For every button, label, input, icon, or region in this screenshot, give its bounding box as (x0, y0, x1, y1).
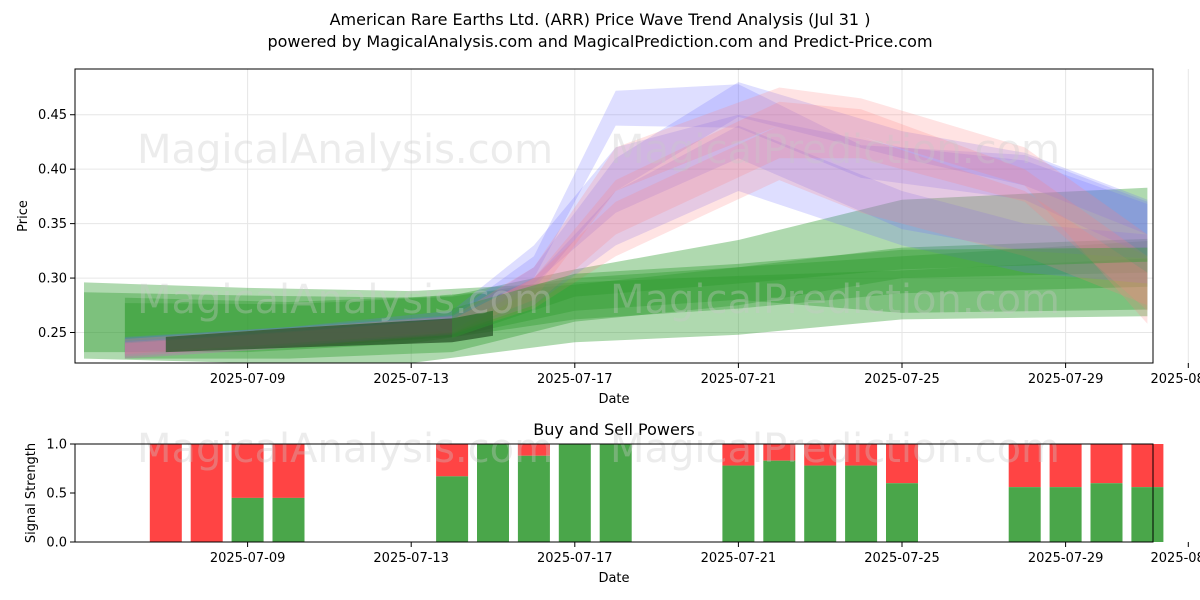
wave-band-dark-11 (165, 310, 494, 353)
buy-bar-6 (517, 455, 550, 542)
wave-band-blue-6 (124, 114, 1148, 355)
sell-bar-12 (845, 444, 878, 466)
wave-band-red-9 (124, 101, 1148, 357)
chart-title-line1: American Rare Earths Ltd. (ARR) Price Wa… (330, 10, 871, 29)
signal-y-label: Signal Strength (24, 443, 39, 543)
signal-x-tick-label-3: 2025-07-21 (701, 551, 777, 566)
signal-panel: Buy and Sell Powers MagicalAnalysis.com … (24, 420, 1200, 586)
price-x-tick-label-6: 2025-08-01 (1151, 372, 1200, 387)
signal-x-tick-label-1: 2025-07-13 (373, 551, 449, 566)
price-bands (84, 82, 1148, 363)
price-y-tick-label-3: 0.40 (38, 163, 67, 178)
buy-bar-16 (1090, 483, 1123, 542)
buy-bar-11 (804, 465, 837, 542)
watermark-analysis-3: MagicalAnalysis.com (137, 426, 553, 472)
sell-bar-15 (1049, 444, 1082, 488)
buy-bar-4 (436, 476, 469, 542)
price-plot-frame (74, 68, 1154, 364)
buy-bar-8 (599, 444, 632, 542)
buy-bar-12 (845, 465, 878, 542)
sell-bar-6 (517, 444, 550, 456)
watermark-prediction-3: MagicalPrediction.com (610, 426, 1060, 472)
signal-x-tick-label-5: 2025-07-29 (1028, 551, 1104, 566)
signal-y-ticks: 0.0 0.5 1.0 (46, 438, 75, 551)
sell-bar-9 (722, 444, 755, 466)
signal-y-tick-label-2: 1.0 (46, 438, 67, 453)
wave-band-blue-7 (124, 125, 1148, 359)
watermark-analysis: MagicalAnalysis.com (137, 127, 553, 173)
buy-bar-13 (886, 483, 918, 542)
signal-x-tick-label-2: 2025-07-17 (537, 551, 613, 566)
sell-bar-17 (1131, 444, 1164, 488)
sell-bar-16 (1090, 444, 1123, 484)
buy-bar-15 (1049, 487, 1082, 542)
buy-bar-2 (231, 497, 264, 542)
price-y-ticks: 0.25 0.30 0.35 0.40 0.45 (38, 108, 75, 341)
sell-bar-4 (436, 444, 469, 477)
price-y-tick-label-2: 0.35 (38, 217, 67, 232)
watermark-prediction-2: MagicalPrediction.com (610, 277, 1060, 323)
price-y-tick-label-0: 0.25 (38, 326, 67, 341)
signal-title: Buy and Sell Powers (533, 420, 695, 439)
sell-bar-14 (1008, 444, 1041, 488)
sell-bar-13 (886, 444, 918, 484)
buy-bar-9 (722, 465, 755, 542)
watermark-prediction: MagicalPrediction.com (610, 127, 1060, 173)
price-x-tick-label-1: 2025-07-13 (373, 372, 449, 387)
wave-band-blue-4 (124, 84, 1148, 353)
buy-bar-17 (1131, 487, 1164, 542)
sell-bar-10 (763, 444, 796, 461)
buy-bar-10 (763, 460, 796, 542)
sell-bar-0 (149, 444, 182, 542)
price-x-tick-label-0: 2025-07-09 (210, 372, 286, 387)
sell-bar-2 (231, 444, 264, 498)
signal-x-tick-label-4: 2025-07-25 (864, 551, 940, 566)
signal-bars (149, 444, 1164, 542)
wave-band-red-8 (124, 87, 1148, 355)
sell-bar-1 (190, 444, 223, 542)
sell-bar-11 (804, 444, 837, 466)
signal-x-label: Date (598, 571, 629, 586)
signal-x-tick-label-0: 2025-07-09 (210, 551, 286, 566)
buy-bar-5 (477, 444, 509, 542)
sell-bar-3 (272, 444, 305, 498)
price-x-tick-label-4: 2025-07-25 (864, 372, 940, 387)
watermark-analysis-2: MagicalAnalysis.com (137, 277, 553, 323)
price-y-label: Price (16, 200, 31, 232)
signal-x-ticks: 2025-07-09 2025-07-13 2025-07-17 2025-07-21… (210, 542, 1200, 566)
price-x-tick-label-3: 2025-07-21 (701, 372, 777, 387)
price-x-label: Date (598, 392, 629, 407)
price-x-ticks: 2025-07-09 2025-07-13 2025-07-17 2025-07-21… (210, 363, 1200, 387)
chart-title-line2: powered by MagicalAnalysis.com and Magic… (267, 32, 932, 51)
buy-bar-7 (558, 444, 591, 542)
price-x-tick-label-5: 2025-07-29 (1028, 372, 1104, 387)
wave-band-blue-5 (124, 82, 1148, 357)
buy-bar-14 (1008, 487, 1041, 542)
watermark-group-bottom: MagicalAnalysis.com MagicalPrediction.co… (137, 426, 1060, 472)
buy-bar-3 (272, 497, 305, 542)
price-grid (75, 69, 1189, 363)
wave-band-green-1 (84, 238, 1148, 353)
signal-y-tick-label-1: 0.5 (46, 487, 67, 502)
price-x-tick-label-2: 2025-07-17 (537, 372, 613, 387)
signal-x-tick-label-6: 2025-08-01 (1151, 551, 1200, 566)
wave-band-red-10 (124, 125, 1148, 359)
price-panel: MagicalAnalysis.com MagicalPrediction.co… (16, 68, 1200, 407)
price-y-tick-label-4: 0.45 (38, 108, 67, 123)
signal-y-tick-label-0: 0.0 (46, 536, 67, 551)
price-y-tick-label-1: 0.30 (38, 272, 67, 287)
wave-band-green-12 (452, 247, 1148, 338)
wave-band-green-2 (124, 187, 1148, 353)
watermark-group-top: MagicalAnalysis.com MagicalPrediction.co… (137, 127, 1060, 323)
